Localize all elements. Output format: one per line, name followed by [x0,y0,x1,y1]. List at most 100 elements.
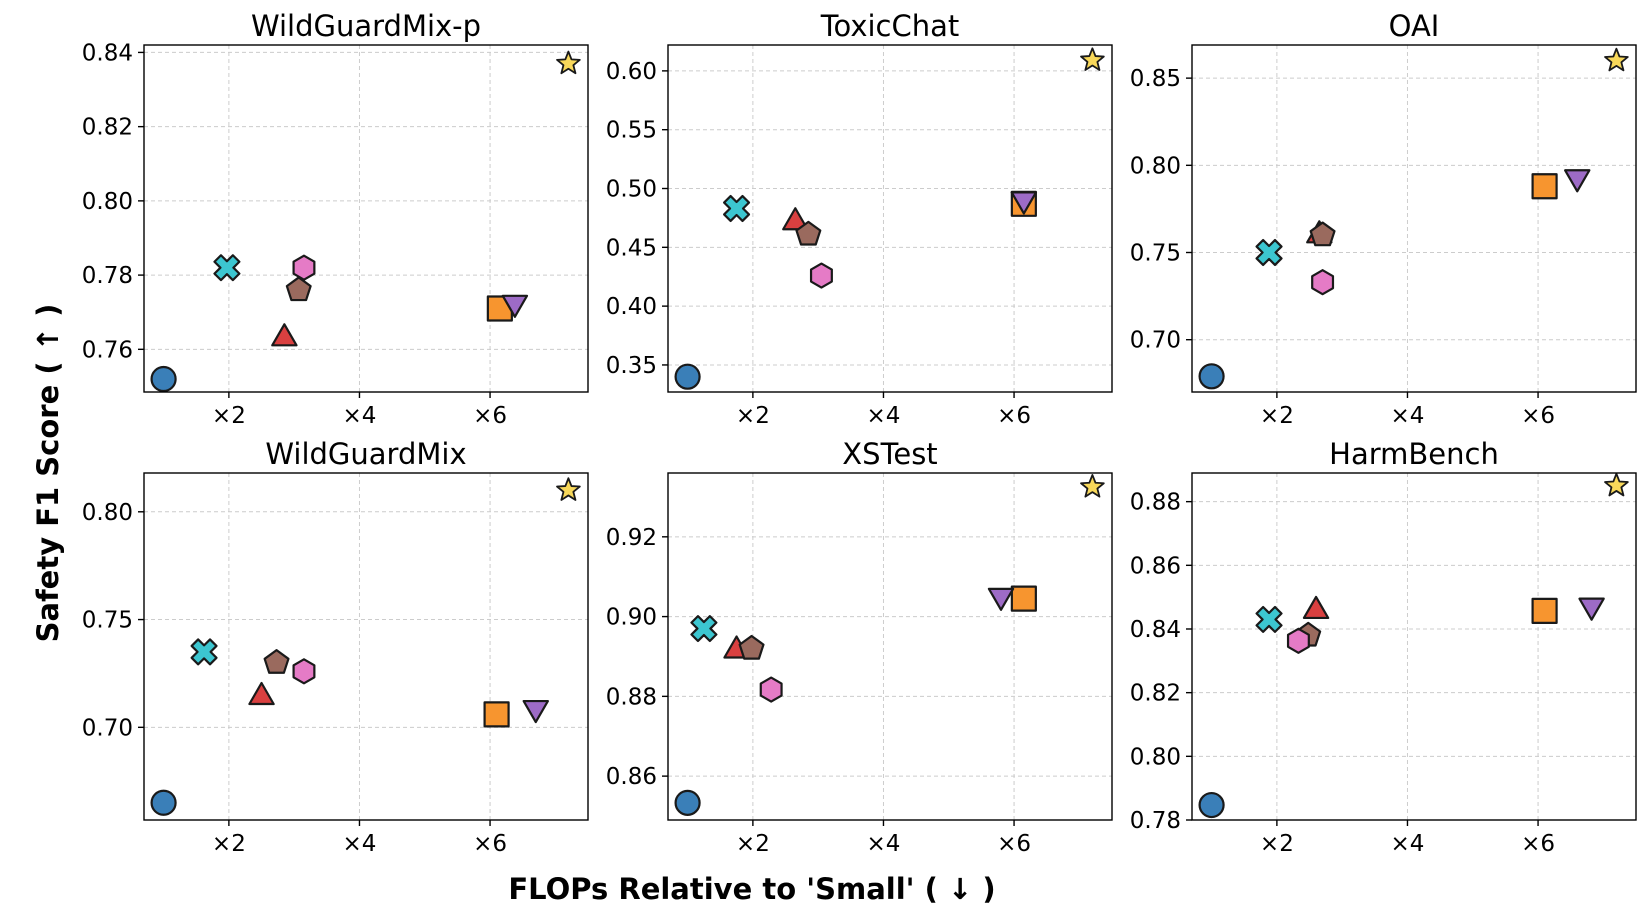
y-tick-label: 0.80 [82,189,133,215]
y-tick-label: 0.86 [606,764,657,790]
marker-x [213,254,241,282]
marker-triangle-up [271,323,298,347]
y-tick-label: 0.80 [1130,153,1181,179]
axes-frame [143,44,589,393]
subplot-3: 0.70 0.75 0.80 0.85 ×2 ×4 ×6 OAI [1130,9,1637,429]
marker-circle [150,789,177,816]
axes-frame [667,472,1113,821]
x-tick-label: ×6 [1521,831,1555,857]
marker-star [1604,47,1629,72]
marker-circle [674,363,701,390]
y-tick-label: 0.70 [1130,328,1181,354]
y-tick-label: 0.78 [1130,808,1181,834]
marker-star [556,477,581,501]
y-tick-label: 0.76 [82,337,133,363]
marker-star [1080,47,1105,71]
y-tick-label: 0.50 [606,177,657,203]
marker-x [1255,238,1283,267]
subplot-title: WildGuardMix-p [251,9,481,43]
y-tick-label: 0.90 [606,605,657,631]
subplot-title: WildGuardMix [265,437,466,471]
axes-frame [143,472,589,821]
y-tick-label: 0.45 [606,235,657,261]
marker-hexagon [809,262,833,289]
marker-pentagon [263,649,290,674]
y-tick-label: 0.70 [82,715,133,741]
axes-frame [1191,472,1637,821]
x-tick-label: ×6 [997,831,1031,857]
marker-square [1010,585,1037,612]
subplot-4: 0.70 0.75 0.80 ×2 ×4 ×6 WildGuardMix [82,437,589,857]
marker-star [556,50,581,75]
y-tick-label: 0.86 [1130,553,1181,579]
y-tick-label: 0.88 [606,684,657,710]
subplot-title: XSTest [842,437,937,471]
x-tick-label: ×2 [1260,831,1294,857]
x-tick-label: ×6 [1521,403,1555,429]
x-tick-label: ×4 [343,403,377,429]
marker-triangle-up [248,681,275,706]
y-tick-label: 0.60 [606,59,657,85]
marker-triangle-down [1010,191,1038,215]
axes-frame [667,44,1113,393]
marker-circle [150,365,177,393]
marker-hexagon [759,676,783,703]
x-tick-label: ×2 [212,403,246,429]
y-tick-label: 0.78 [82,263,133,289]
y-axis-label: Safety F1 Score ( ↑ ) [31,303,65,643]
marker-hexagon [1311,269,1335,296]
subplot-1: 0.76 0.78 0.80 0.82 0.84 ×2 ×4 ×6 WildGuardMix-p [82,9,589,429]
subplot-6: 0.78 0.80 0.82 0.84 0.86 0.88 ×2 ×4 ×6 HarmBench [1130,437,1637,857]
marker-triangle-down [501,294,529,318]
marker-x [690,615,718,643]
x-tick-label: ×4 [1391,831,1425,857]
y-tick-label: 0.75 [82,608,133,634]
marker-square [1531,597,1558,624]
y-tick-label: 0.92 [606,525,657,551]
x-tick-label: ×4 [867,403,901,429]
marker-square [483,701,510,728]
marker-circle [1198,363,1225,390]
marker-x [1255,605,1283,633]
marker-pentagon [1309,221,1336,247]
y-tick-label: 0.75 [1130,241,1181,267]
marker-triangle-down [987,587,1015,611]
marker-triangle-down [1564,169,1591,193]
marker-star [1604,472,1629,497]
x-axis-label: FLOPs Relative to 'Small' ( ↓ ) [508,872,996,906]
marker-x [190,638,218,666]
y-tick-label: 0.82 [82,115,133,141]
marker-circle [674,789,701,816]
y-tick-label: 0.84 [82,40,133,66]
subplot-title: OAI [1389,9,1440,43]
x-tick-label: ×2 [736,403,770,429]
x-tick-label: ×2 [212,831,246,857]
y-tick-label: 0.40 [606,294,657,320]
subplot-title: HarmBench [1329,437,1499,471]
marker-pentagon [285,276,312,302]
y-tick-label: 0.88 [1130,490,1181,516]
marker-hexagon [292,658,316,685]
axes-frame [1191,44,1637,393]
y-tick-label: 0.80 [82,500,133,526]
x-tick-label: ×6 [473,403,507,429]
marker-square [1531,173,1558,200]
y-tick-label: 0.85 [1130,66,1181,92]
marker-pentagon [795,220,822,246]
subplot-title: ToxicChat [820,9,960,43]
marker-hexagon [292,254,316,281]
subplot-2: 0.35 0.40 0.45 0.50 0.55 0.60 ×2 ×4 ×6 ToxicChat [606,9,1113,429]
marker-triangle-down [1578,597,1605,621]
y-tick-label: 0.55 [606,118,657,144]
x-tick-label: ×4 [1391,403,1425,429]
x-tick-label: ×6 [473,831,507,857]
y-tick-label: 0.84 [1130,617,1181,643]
marker-circle [1198,791,1225,819]
marker-triangle-up [782,207,809,231]
marker-triangle-up [1302,595,1330,620]
y-tick-label: 0.35 [606,353,657,379]
marker-star [1080,474,1105,498]
subplot-5: 0.86 0.88 0.90 0.92 ×2 ×4 ×6 XSTest [606,437,1113,857]
marker-triangle-down [522,699,549,724]
x-tick-label: ×2 [736,831,770,857]
